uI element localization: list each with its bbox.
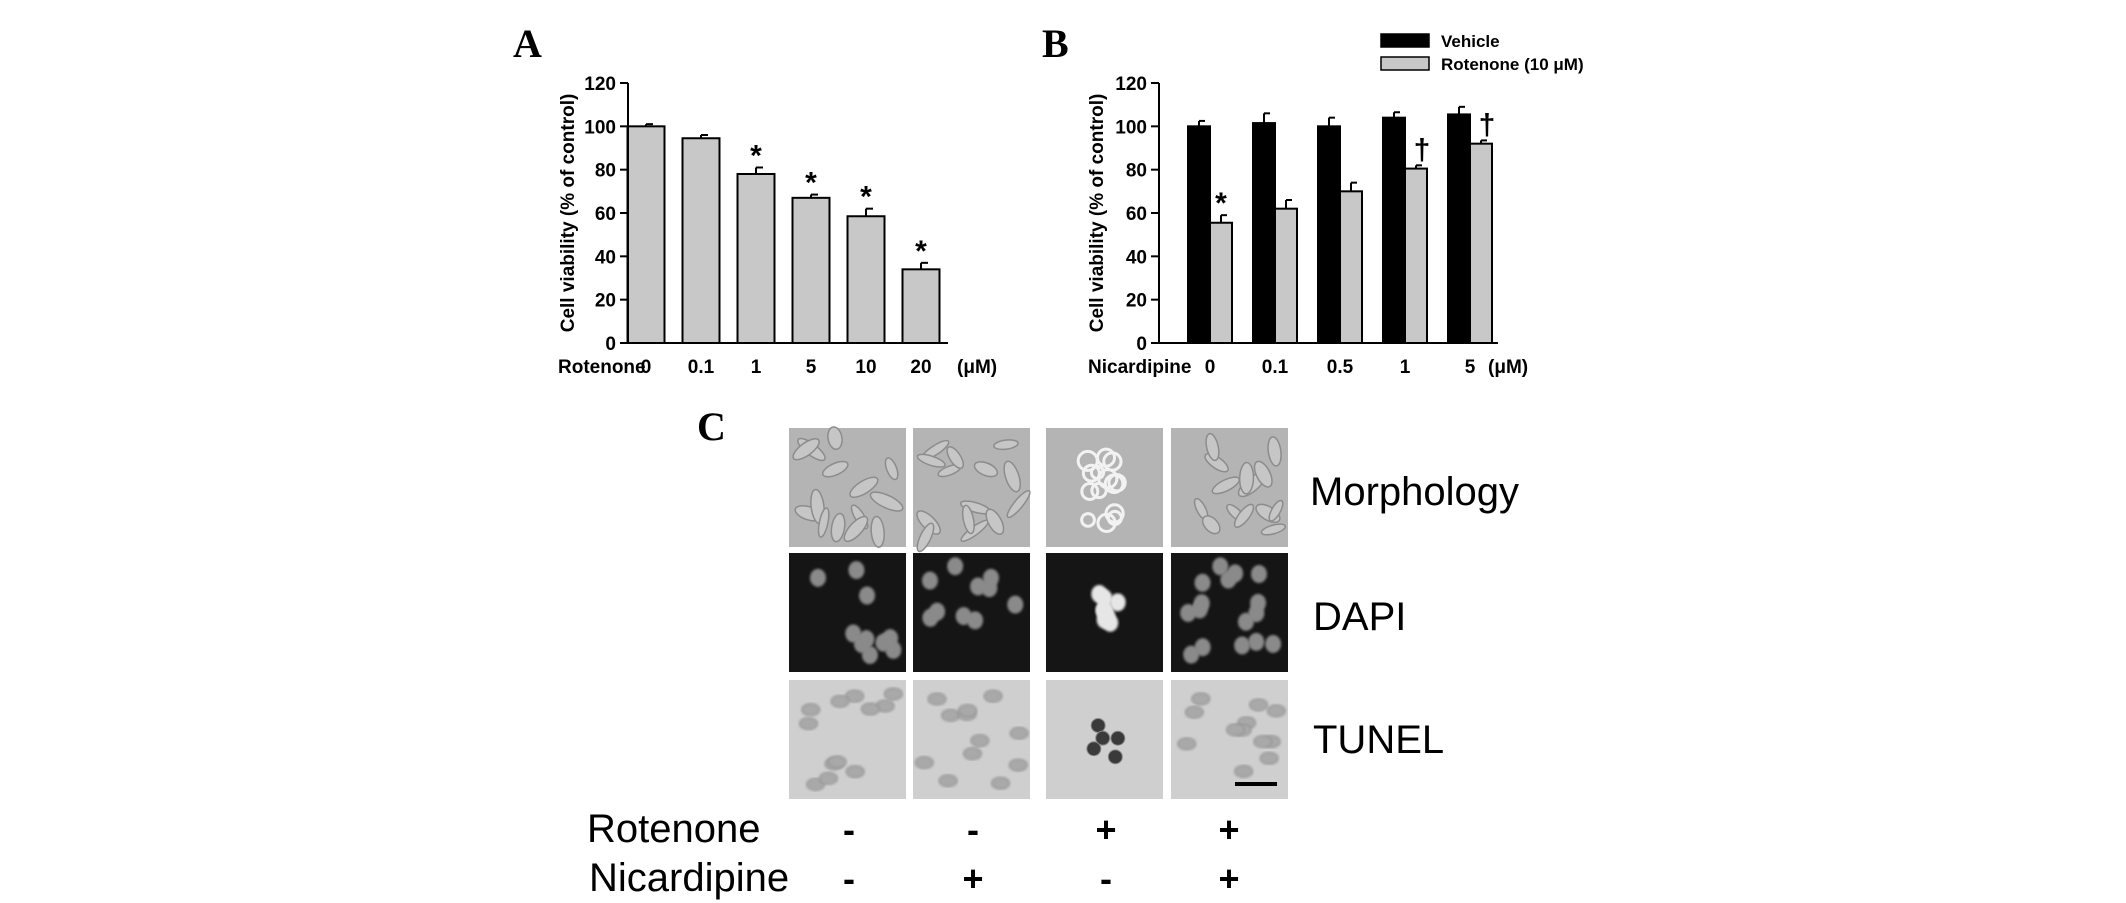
legend-label-vehicle: Vehicle bbox=[1441, 32, 1500, 51]
chart-a-y-axis-label: Cell viability (% of control) bbox=[558, 94, 579, 333]
chart-b-x-group-label: Nicardipine bbox=[1088, 357, 1191, 378]
panel-label-a: A bbox=[513, 21, 542, 66]
chartB-bar bbox=[1252, 122, 1276, 345]
micrograph-dapi-4 bbox=[1171, 553, 1288, 672]
chartA-xtick-label: 0.1 bbox=[688, 357, 715, 378]
micrograph-tunel-1 bbox=[789, 680, 906, 799]
row-label-dapi: DAPI bbox=[1313, 595, 1406, 639]
panel-label-c: C bbox=[697, 404, 726, 449]
chart-a: Cell viability (% of control) 0 20 40 60 80 1… bbox=[558, 74, 997, 378]
chartA-bar bbox=[846, 215, 886, 344]
chartA-ytick-label: 40 bbox=[595, 247, 616, 268]
chartA-significance-mark: * bbox=[805, 167, 817, 200]
treatment-symbol: - bbox=[843, 858, 855, 899]
legend-swatch-vehicle bbox=[1380, 33, 1430, 48]
chartA-ytick-label: 100 bbox=[584, 117, 616, 138]
chartA-ytick-label: 0 bbox=[605, 334, 616, 355]
chartB-xtick-label: 0.1 bbox=[1262, 357, 1289, 378]
treatment-symbol: - bbox=[967, 809, 979, 850]
chartA-bar bbox=[901, 268, 941, 345]
chartB-xtick-label: 5 bbox=[1465, 357, 1476, 378]
chartB-xtick-label: 1 bbox=[1400, 357, 1411, 378]
micrograph-grid bbox=[789, 426, 1288, 799]
treatment-symbol: + bbox=[1218, 809, 1239, 850]
row-label-morphology: Morphology bbox=[1310, 470, 1519, 514]
chartA-bar bbox=[626, 125, 666, 345]
chartB-xtick-label: 0 bbox=[1205, 357, 1216, 378]
chartB-bar bbox=[1209, 221, 1233, 344]
chartA-xtick-label: 20 bbox=[910, 357, 931, 378]
treatment-table: Rotenone - - + + Nicardipine - + - + bbox=[587, 807, 1240, 900]
chartA-bar bbox=[791, 196, 831, 344]
scale-bar bbox=[1235, 782, 1277, 786]
chartA-ytick-label: 80 bbox=[595, 161, 616, 182]
chart-a-x-unit: (μM) bbox=[957, 357, 997, 378]
chartB-xtick-label: 0.5 bbox=[1327, 357, 1354, 378]
chartA-ytick-label: 20 bbox=[595, 291, 616, 312]
micrograph-tunel-3 bbox=[1046, 680, 1163, 799]
micrograph-morphology-4 bbox=[1171, 428, 1288, 547]
chartB-ytick-label: 60 bbox=[1126, 204, 1147, 225]
chartB-ytick-label: 20 bbox=[1126, 291, 1147, 312]
treatment-symbol: + bbox=[1095, 809, 1116, 850]
chartB-ytick-label: 120 bbox=[1115, 74, 1147, 95]
chartB-bar bbox=[1317, 125, 1341, 345]
chartA-ytick-label: 120 bbox=[584, 74, 616, 95]
micrograph-morphology-3 bbox=[1046, 428, 1163, 547]
chartA-significance-mark: * bbox=[860, 181, 872, 214]
micrograph-row-labels: Morphology DAPI TUNEL bbox=[1310, 470, 1519, 762]
chartB-significance-mark: † bbox=[1414, 133, 1431, 166]
micrograph-dapi-3 bbox=[1046, 553, 1163, 672]
chartB-significance-mark: * bbox=[1215, 187, 1227, 220]
micrograph-morphology-2 bbox=[913, 428, 1031, 553]
micrograph-tunel-4 bbox=[1171, 680, 1288, 799]
chartA-significance-mark: * bbox=[915, 235, 927, 268]
treatment-symbol: - bbox=[1100, 858, 1112, 899]
chartA-xtick-label: 5 bbox=[806, 357, 817, 378]
micrograph-dapi-1 bbox=[789, 553, 906, 672]
chartA-xtick-label: 0 bbox=[641, 357, 652, 378]
legend-label-rotenone: Rotenone (10 μM) bbox=[1441, 55, 1584, 74]
chartB-bar bbox=[1187, 125, 1211, 345]
treatment-symbol: + bbox=[962, 858, 983, 899]
treatment-label-nicardipine: Nicardipine bbox=[589, 856, 789, 900]
treatment-symbol: - bbox=[843, 809, 855, 850]
chartB-ytick-label: 0 bbox=[1136, 334, 1147, 355]
chartB-bar bbox=[1469, 142, 1493, 344]
chartB-bar bbox=[1447, 113, 1471, 344]
chart-b-x-unit: (μM) bbox=[1488, 357, 1528, 378]
chartA-bar bbox=[736, 173, 776, 344]
chart-a-x-group-label: Rotenone bbox=[558, 357, 646, 378]
chartB-ytick-label: 80 bbox=[1126, 161, 1147, 182]
micrograph-morphology-1 bbox=[789, 426, 906, 548]
chart-b-legend: Vehicle Rotenone (10 μM) bbox=[1380, 32, 1584, 74]
chartB-ytick-label: 40 bbox=[1126, 247, 1147, 268]
chartA-bar bbox=[681, 137, 721, 344]
chartB-bar bbox=[1404, 167, 1428, 344]
chartB-ytick-label: 100 bbox=[1115, 117, 1147, 138]
micrograph-dapi-2 bbox=[913, 553, 1030, 672]
chart-b: Cell viability (% of control) 0 20 40 60 80 1… bbox=[1087, 32, 1584, 378]
treatment-label-rotenone: Rotenone bbox=[587, 807, 760, 851]
micrograph-tunel-2 bbox=[913, 680, 1030, 799]
panel-label-b: B bbox=[1042, 21, 1069, 66]
chartB-bar bbox=[1274, 207, 1298, 344]
chartB-significance-mark: † bbox=[1479, 108, 1496, 141]
row-label-tunel: TUNEL bbox=[1313, 718, 1444, 762]
chartA-ytick-label: 60 bbox=[595, 204, 616, 225]
chartB-bar bbox=[1339, 190, 1363, 344]
legend-swatch-rotenone bbox=[1380, 56, 1430, 71]
chart-b-y-axis-label: Cell viability (% of control) bbox=[1087, 94, 1108, 333]
chartA-significance-mark: * bbox=[750, 140, 762, 173]
chartA-xtick-label: 1 bbox=[751, 357, 762, 378]
treatment-symbol: + bbox=[1218, 858, 1239, 899]
chartA-xtick-label: 10 bbox=[855, 357, 876, 378]
chartB-bar bbox=[1382, 116, 1406, 344]
